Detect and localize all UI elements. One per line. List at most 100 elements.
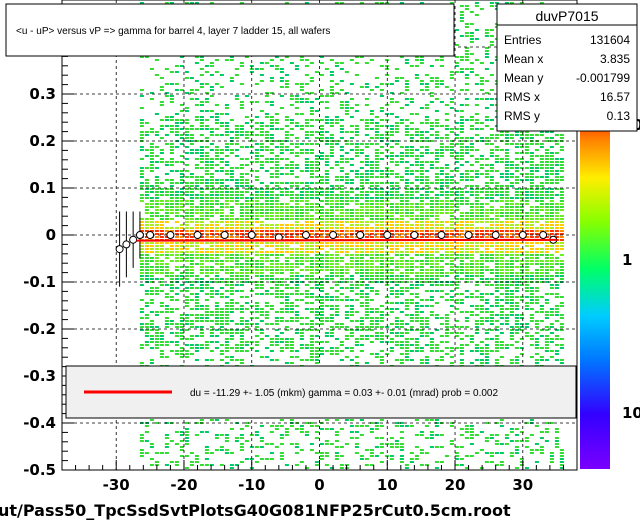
heatmap-cell [309, 443, 314, 445]
heatmap-cell [164, 200, 169, 202]
heatmap-cell [264, 197, 269, 199]
heatmap-cell [154, 206, 159, 208]
heatmap-cell [144, 197, 149, 199]
heatmap-cell [344, 161, 349, 163]
heatmap-cell [374, 212, 379, 214]
heatmap-cell [214, 197, 219, 199]
heatmap-cell [314, 167, 319, 169]
heatmap-cell [164, 320, 169, 322]
heatmap-cell [329, 59, 334, 61]
heatmap-cell [269, 122, 274, 124]
heatmap-cell [449, 101, 454, 103]
heatmap-cell [159, 245, 164, 247]
heatmap-cell [429, 245, 434, 247]
heatmap-cell [419, 272, 424, 274]
heatmap-cell [244, 236, 249, 238]
heatmap-cell [319, 215, 324, 217]
heatmap-cell [419, 137, 424, 139]
heatmap-cell [449, 74, 454, 76]
heatmap-cell [169, 152, 174, 154]
heatmap-cell [254, 329, 259, 331]
heatmap-cell [259, 356, 264, 358]
heatmap-cell [219, 320, 224, 322]
heatmap-cell [234, 167, 239, 169]
heatmap-cell [334, 161, 339, 163]
heatmap-cell [424, 104, 429, 106]
heatmap-cell [299, 260, 304, 262]
heatmap-cell [254, 254, 259, 256]
heatmap-cell [259, 314, 264, 316]
heatmap-cell [444, 341, 449, 343]
heatmap-cell [169, 248, 174, 250]
heatmap-cell [219, 287, 224, 289]
heatmap-cell [389, 302, 394, 304]
heatmap-cell [159, 344, 164, 346]
heatmap-cell [189, 254, 194, 256]
heatmap-cell [269, 101, 274, 103]
heatmap-cell [349, 98, 354, 100]
heatmap-cell [214, 329, 219, 331]
heatmap-cell [389, 194, 394, 196]
heatmap-cell [329, 137, 334, 139]
heatmap-cell [369, 137, 374, 139]
heatmap-cell [204, 164, 209, 166]
heatmap-cell [359, 176, 364, 178]
heatmap-cell [324, 137, 329, 139]
heatmap-cell [279, 146, 284, 148]
heatmap-cell [349, 320, 354, 322]
heatmap-cell [139, 266, 144, 268]
heatmap-cell [294, 278, 299, 280]
heatmap-cell [374, 77, 379, 79]
heatmap-cell [204, 92, 209, 94]
heatmap-cell [164, 143, 169, 145]
heatmap-cell [349, 131, 354, 133]
heatmap-cell [299, 254, 304, 256]
heatmap-cell [349, 290, 354, 292]
heatmap-cell [339, 131, 344, 133]
heatmap-cell [409, 197, 414, 199]
heatmap-cell [374, 446, 379, 448]
heatmap-cell [414, 254, 419, 256]
heatmap-cell [279, 248, 284, 250]
heatmap-cell [219, 191, 224, 193]
heatmap-cell [459, 59, 464, 61]
heatmap-cell [254, 461, 259, 463]
heatmap-cell [354, 257, 359, 259]
heatmap-cell [244, 320, 249, 322]
heatmap-cell [239, 428, 244, 430]
heatmap-cell [154, 461, 159, 463]
heatmap-cell [449, 257, 454, 259]
heatmap-cell [454, 254, 459, 256]
heatmap-cell [424, 248, 429, 250]
heatmap-cell [439, 209, 444, 211]
heatmap-cell [214, 302, 219, 304]
heatmap-cell [319, 155, 324, 157]
heatmap-cell [379, 248, 384, 250]
heatmap-cell [414, 344, 419, 346]
heatmap-cell [179, 329, 184, 331]
heatmap-cell [324, 215, 329, 217]
heatmap-cell [334, 92, 339, 94]
heatmap-cell [169, 158, 174, 160]
heatmap-cell [419, 140, 424, 142]
heatmap-cell [399, 245, 404, 247]
heatmap-cell [164, 194, 169, 196]
heatmap-cell [164, 242, 169, 244]
heatmap-cell [199, 182, 204, 184]
heatmap-cell [424, 359, 429, 361]
heatmap-cell [189, 209, 194, 211]
heatmap-cell [339, 68, 344, 70]
heatmap-cell [369, 308, 374, 310]
heatmap-cell [319, 269, 324, 271]
heatmap-cell [284, 362, 289, 364]
heatmap-cell [329, 197, 334, 199]
heatmap-cell [339, 119, 344, 121]
heatmap-cell [179, 440, 184, 442]
heatmap-cell [229, 206, 234, 208]
heatmap-cell [459, 446, 464, 448]
heatmap-cell [204, 158, 209, 160]
heatmap-cell [394, 194, 399, 196]
heatmap-cell [234, 68, 239, 70]
heatmap-cell [429, 128, 434, 130]
heatmap-cell [199, 104, 204, 106]
